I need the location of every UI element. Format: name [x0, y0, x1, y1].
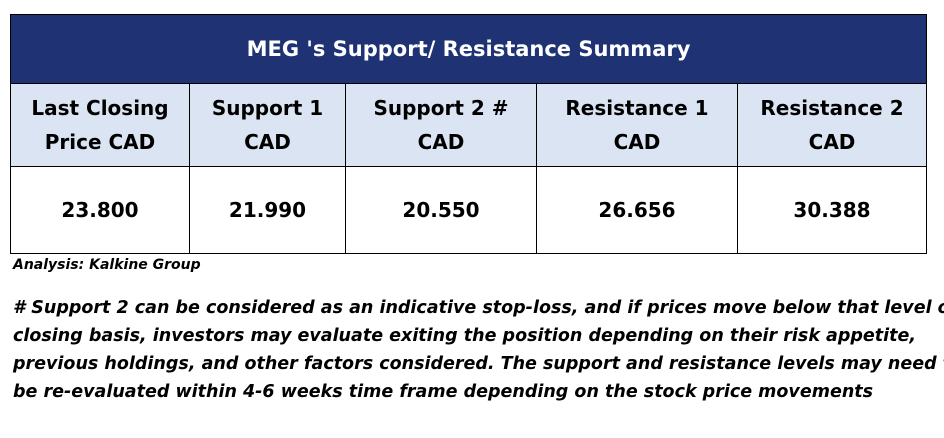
value-support-1: 21.990	[189, 166, 346, 254]
header-label-line2: CAD	[244, 130, 291, 154]
header-support-2: Support 2 # CAD	[345, 83, 537, 167]
header-label-line2: CAD	[808, 130, 856, 154]
header-label-line1: Support 1	[211, 96, 324, 120]
value-row: 23.800 21.990 20.550 26.656 30.388	[10, 166, 928, 254]
value-last-closing-price: 23.800	[10, 166, 190, 254]
header-label-line2: CAD	[613, 130, 661, 154]
support-resistance-table: MEG 's Support/ Resistance Summary Last …	[9, 14, 928, 254]
note-line: # Support 2 can be considered as an indi…	[13, 298, 944, 318]
header-row: Last Closing Price CAD Support 1 CAD Sup…	[10, 83, 928, 167]
table-title: MEG 's Support/ Resistance Summary	[9, 14, 928, 84]
header-label-line1: Last Closing	[31, 96, 169, 120]
header-resistance-1: Resistance 1 CAD	[536, 83, 738, 167]
header-label-line1: Resistance 2	[760, 96, 904, 120]
header-label-line2: CAD	[417, 130, 465, 154]
value-resistance-1: 26.656	[536, 166, 738, 254]
value-support-2: 20.550	[345, 166, 537, 254]
analysis-source: Analysis: Kalkine Group	[13, 257, 201, 273]
note-line: closing basis, investors may evaluate ex…	[13, 326, 917, 346]
value-resistance-2: 30.388	[736, 166, 928, 254]
note-line: be re-evaluated within 4-6 weeks time fr…	[13, 382, 874, 402]
header-support-1: Support 1 CAD	[189, 83, 346, 167]
note-line: previous holdings, and other factors con…	[13, 354, 944, 374]
header-label-line1: Support 2 #	[373, 96, 509, 120]
title-row: MEG 's Support/ Resistance Summary	[9, 14, 928, 84]
disclaimer-note: # Support 2 can be considered as an indi…	[13, 294, 944, 406]
header-last-closing-price: Last Closing Price CAD	[10, 83, 190, 167]
header-label-line1: Resistance 1	[565, 96, 709, 120]
header-label-line2: Price CAD	[44, 130, 156, 154]
header-resistance-2: Resistance 2 CAD	[736, 83, 928, 167]
